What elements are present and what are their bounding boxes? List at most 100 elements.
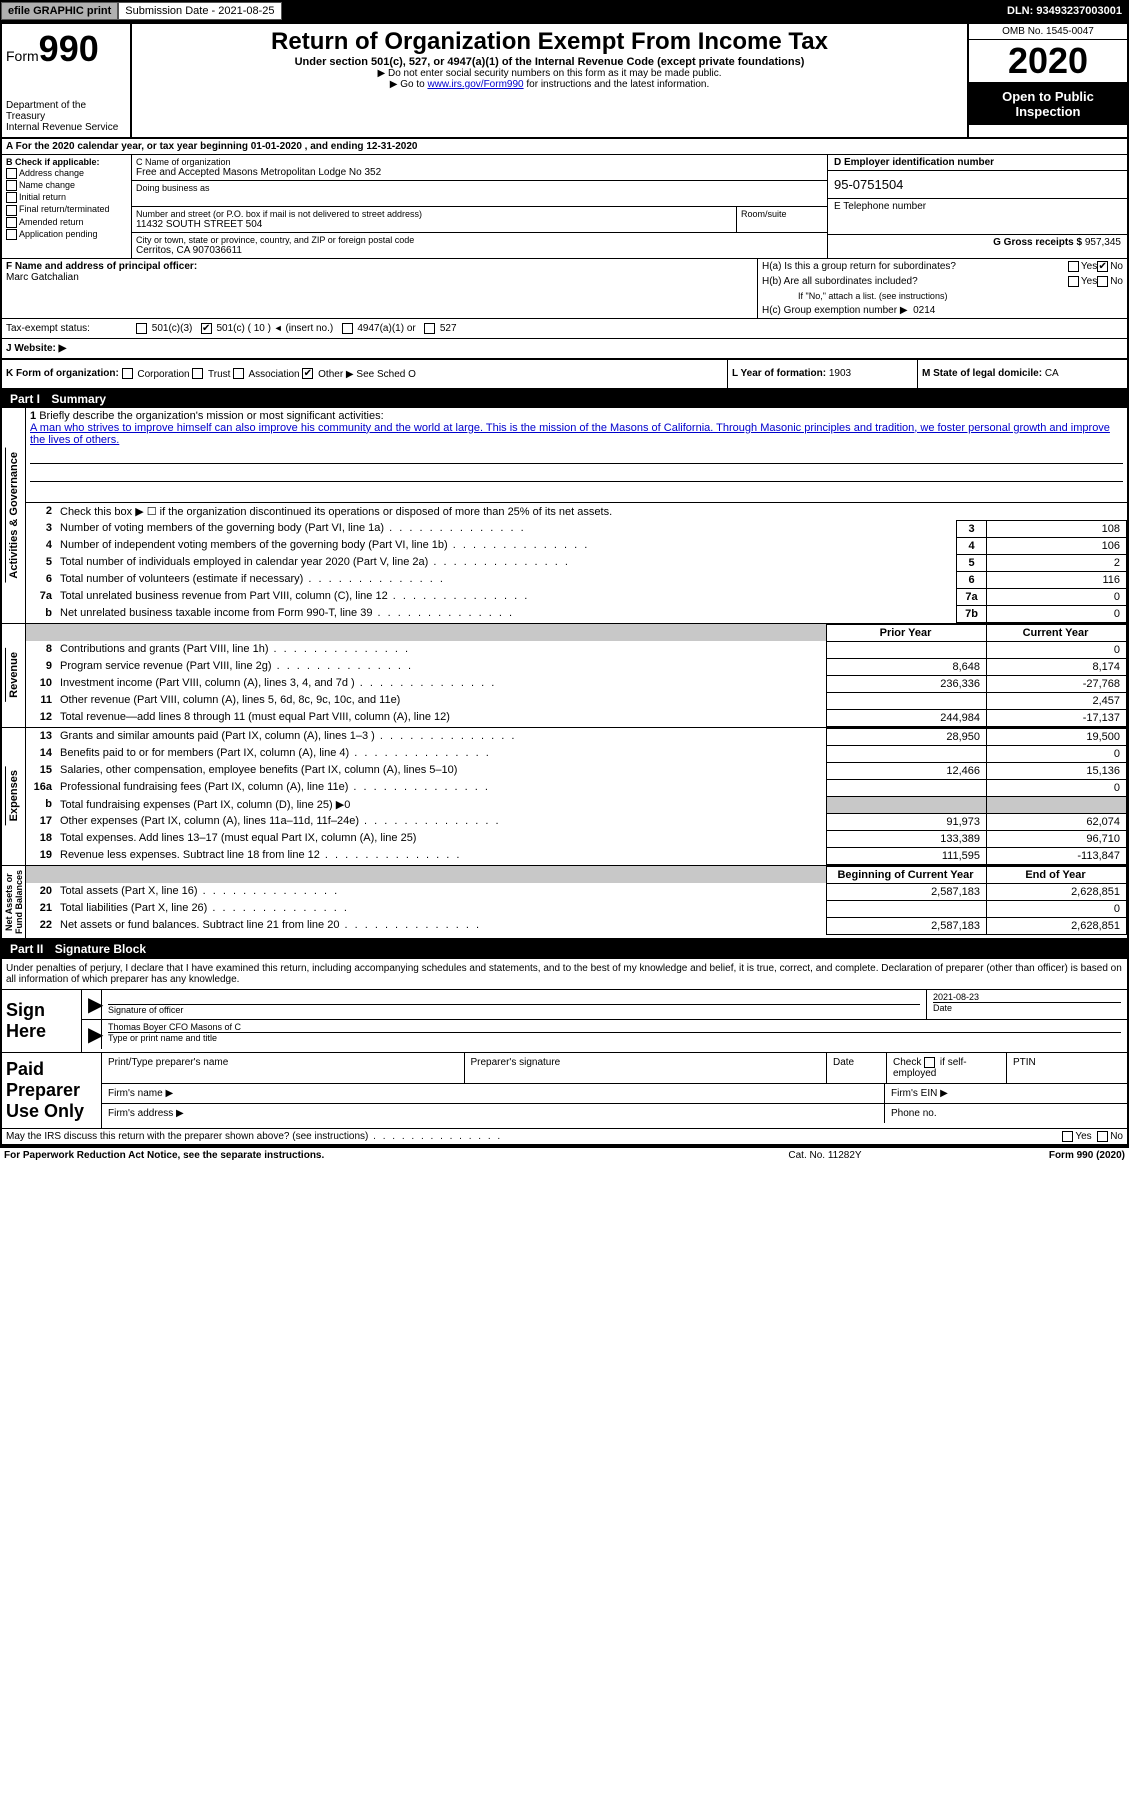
line-12: Total revenue—add lines 8 through 11 (mu… (56, 709, 827, 726)
col-h-group: H(a) Is this a group return for subordin… (757, 259, 1127, 318)
vlabel-exp: Expenses (5, 766, 22, 825)
mission-text: A man who strives to improve himself can… (30, 422, 1123, 446)
i-opts: 501(c)(3) 501(c) ( 10 ) (insert no.) 494… (132, 319, 1127, 338)
prep-name-label: Print/Type preparer's name (102, 1053, 465, 1083)
sign-here-label: Sign Here (2, 990, 82, 1052)
irs-discuss-q: May the IRS discuss this return with the… (6, 1131, 1062, 1142)
hc-val: 0214 (913, 305, 935, 316)
expenses-section: Expenses 13Grants and similar amounts pa… (2, 728, 1127, 866)
line-20: Total assets (Part X, line 16) (56, 883, 827, 900)
line-4-val: 106 (987, 537, 1127, 554)
line-19-c: -113,847 (987, 847, 1127, 864)
row-i-tax-status: Tax-exempt status: 501(c)(3) 501(c) ( 10… (2, 319, 1127, 339)
line-16a-c: 0 (987, 779, 1127, 796)
cb-pending[interactable]: Application pending (6, 229, 127, 240)
hb-no[interactable]: No (1097, 276, 1123, 287)
ha-label: H(a) Is this a group return for subordin… (762, 261, 1068, 272)
footer-last: For Paperwork Reduction Act Notice, see … (0, 1146, 1129, 1163)
cb-final[interactable]: Final return/terminated (6, 204, 127, 215)
line-8: Contributions and grants (Part VIII, lin… (56, 641, 827, 658)
row-klm: K Form of organization: Corporation Trus… (2, 360, 1127, 389)
hb-yes[interactable]: Yes (1068, 276, 1097, 287)
irs-yes[interactable]: Yes (1062, 1131, 1091, 1142)
sign-arrow-icon: ▶ (82, 990, 102, 1019)
vlabel-na: Net Assets or Fund Balances (1, 866, 26, 938)
cb-address[interactable]: Address change (6, 168, 127, 179)
note-ssn: ▶ Do not enter social security numbers o… (136, 68, 963, 79)
revenue-section: Revenue Prior YearCurrent Year 8Contribu… (2, 624, 1127, 728)
org-name: Free and Accepted Masons Metropolitan Lo… (136, 167, 823, 178)
hb-label: H(b) Are all subordinates included? (762, 276, 1068, 287)
col-b-checkboxes: B Check if applicable: Address change Na… (2, 155, 132, 258)
line-22: Net assets or fund balances. Subtract li… (56, 917, 827, 934)
line-19: Revenue less expenses. Subtract line 18 … (56, 847, 827, 864)
gross-amount: 957,345 (1085, 237, 1121, 248)
line-18: Total expenses. Add lines 13–17 (must eq… (56, 830, 827, 847)
cb-4947[interactable]: 4947(a)(1) or (342, 323, 416, 334)
cb-assoc[interactable]: Association (233, 369, 299, 380)
form-number: 990 (39, 28, 99, 69)
row-j-website: J Website: ▶ (2, 339, 1127, 360)
dln: DLN: 93493237003001 (1001, 3, 1128, 19)
line-13: Grants and similar amounts paid (Part IX… (56, 728, 827, 745)
current-year-hdr: Current Year (987, 624, 1127, 641)
part-i-header: Part I Summary (2, 390, 1127, 408)
line-9: Program service revenue (Part VIII, line… (56, 658, 827, 675)
col-b-label: B Check if applicable: (6, 157, 127, 167)
cb-amended[interactable]: Amended return (6, 217, 127, 228)
firm-addr-label: Firm's address ▶ (102, 1104, 885, 1123)
net-assets-table: Beginning of Current YearEnd of Year 20T… (26, 866, 1127, 935)
form-label: Form (6, 48, 39, 64)
cb-501c3[interactable]: 501(c)(3) (136, 323, 192, 334)
submission-date: Submission Date - 2021-08-25 (118, 2, 281, 20)
col-f-officer: F Name and address of principal officer:… (2, 259, 757, 318)
line-20-c: 2,628,851 (987, 883, 1127, 900)
line-9-c: 8,174 (987, 658, 1127, 675)
irs-no[interactable]: No (1097, 1131, 1123, 1142)
sig-name: Thomas Boyer CFO Masons of CType or prin… (102, 1020, 1127, 1049)
prep-self-emp[interactable]: Check if self-employed (887, 1053, 1007, 1083)
paid-preparer-row: Paid Preparer Use Only Print/Type prepar… (2, 1052, 1127, 1128)
line-8-c: 0 (987, 641, 1127, 658)
irs-link[interactable]: www.irs.gov/Form990 (427, 79, 523, 90)
line-7b-val: 0 (987, 605, 1127, 622)
line-11: Other revenue (Part VIII, column (A), li… (56, 692, 827, 709)
cb-corp[interactable]: Corporation (122, 369, 190, 380)
k-form-org: K Form of organization: Corporation Trus… (2, 360, 727, 387)
line-10: Investment income (Part VIII, column (A)… (56, 675, 827, 692)
prep-date-label: Date (827, 1053, 887, 1083)
note-link: ▶ Go to www.irs.gov/Form990 for instruct… (136, 79, 963, 90)
cb-name[interactable]: Name change (6, 180, 127, 191)
top-bar: efile GRAPHIC print Submission Date - 20… (0, 0, 1129, 22)
cb-trust[interactable]: Trust (192, 369, 230, 380)
i-label: Tax-exempt status: (2, 319, 132, 338)
line-21: Total liabilities (Part X, line 26) (56, 900, 827, 917)
line-6: Total number of volunteers (estimate if … (56, 571, 957, 588)
ha-yes[interactable]: Yes (1068, 261, 1097, 272)
line-7b: Net unrelated business taxable income fr… (56, 605, 957, 622)
begin-year-hdr: Beginning of Current Year (827, 866, 987, 883)
line-4: Number of independent voting members of … (56, 537, 957, 554)
cb-527[interactable]: 527 (424, 323, 456, 334)
cb-501c[interactable]: 501(c) ( 10 ) (insert no.) (201, 323, 334, 334)
street-label: Number and street (or P.O. box if mail i… (136, 209, 732, 219)
room-label: Room/suite (741, 209, 823, 219)
prep-sig-label: Preparer's signature (465, 1053, 828, 1083)
net-assets-section: Net Assets or Fund Balances Beginning of… (2, 866, 1127, 940)
line-2: Check this box ▶ ☐ if the organization d… (56, 503, 1127, 521)
activities-governance-section: Activities & Governance 1 Briefly descri… (2, 408, 1127, 624)
tax-year: 2020 (969, 40, 1127, 83)
org-name-label: C Name of organization (136, 157, 823, 167)
ein: 95-0751504 (828, 171, 1127, 199)
cb-other[interactable]: Other ▶ See Sched O (302, 369, 416, 380)
line-12-c: -17,137 (987, 709, 1127, 726)
form-header: Form990 Department of the Treasury Inter… (2, 24, 1127, 139)
phone-label: E Telephone number (834, 201, 926, 212)
line-15: Salaries, other compensation, employee b… (56, 762, 827, 779)
cb-initial[interactable]: Initial return (6, 192, 127, 203)
header-center: Return of Organization Exempt From Incom… (132, 24, 967, 137)
firm-name-label: Firm's name ▶ (102, 1084, 885, 1103)
signature-section: Under penalties of perjury, I declare th… (2, 958, 1127, 1144)
efile-button[interactable]: efile GRAPHIC print (1, 2, 118, 20)
ha-no[interactable]: No (1097, 261, 1123, 272)
